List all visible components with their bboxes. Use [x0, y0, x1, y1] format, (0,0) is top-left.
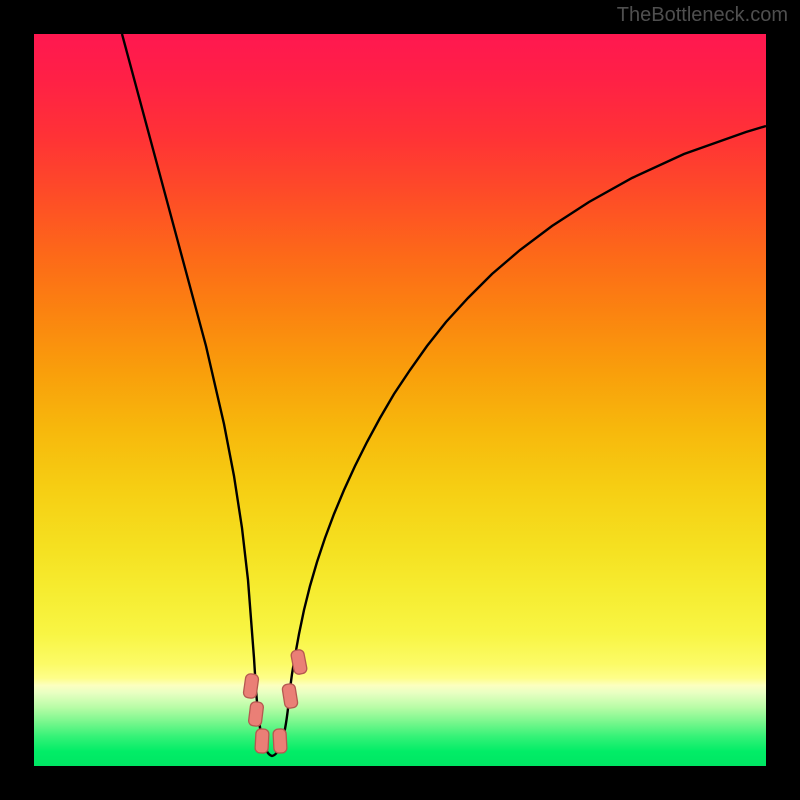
bottleneck-chart: [0, 0, 800, 800]
data-marker: [248, 701, 264, 726]
gradient-background: [34, 34, 766, 766]
data-marker: [273, 729, 287, 754]
watermark-label: TheBottleneck.com: [617, 4, 788, 27]
data-marker: [255, 729, 269, 754]
data-marker: [243, 673, 259, 699]
